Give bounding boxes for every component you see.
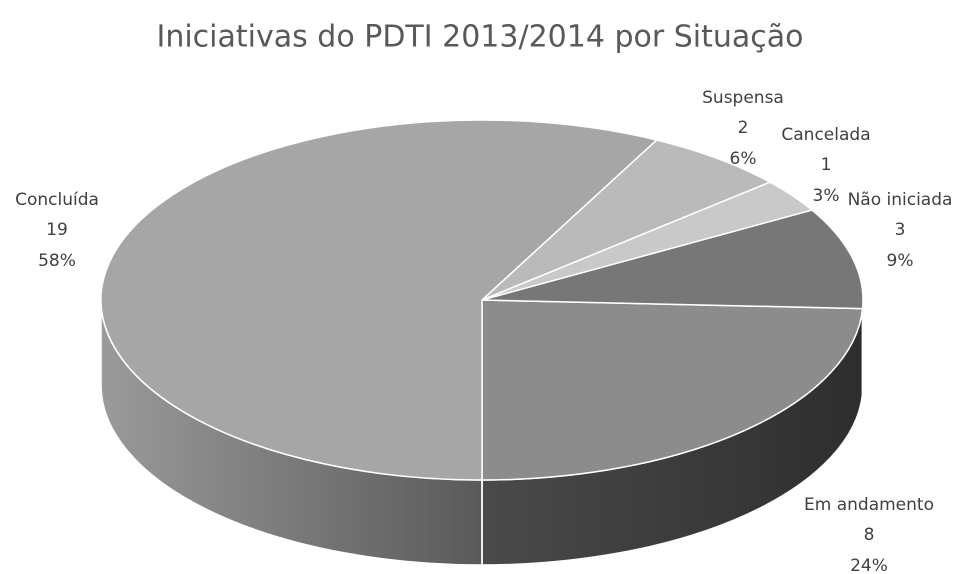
category-label: Em andamento xyxy=(804,495,934,515)
percentage-label: 24% xyxy=(850,556,888,574)
percentage-label: 9% xyxy=(887,251,914,271)
percentage-label: 58% xyxy=(38,251,76,271)
value-label: 1 xyxy=(821,155,832,175)
pie-tops xyxy=(100,119,864,481)
pie-slice xyxy=(100,119,659,481)
value-label: 3 xyxy=(895,220,906,240)
value-label: 8 xyxy=(864,525,875,545)
pie-slice xyxy=(481,139,772,301)
value-label: 2 xyxy=(738,118,749,138)
chart-title: Iniciativas do PDTI 2013/2014 por Situaç… xyxy=(156,20,803,55)
pie-slice xyxy=(481,209,864,310)
category-label: Cancelada xyxy=(781,125,870,145)
percentage-label: 6% xyxy=(730,149,757,169)
category-label: Suspensa xyxy=(702,88,784,108)
pie-slice xyxy=(481,299,864,481)
category-label: Concluída xyxy=(15,190,99,210)
data-labels: Em andamento 8 24% Não iniciada 3 9% Cancelada… xyxy=(15,88,952,574)
value-label: 19 xyxy=(46,220,68,240)
category-label: Não iniciada xyxy=(848,190,953,210)
percentage-label: 3% xyxy=(813,186,840,206)
